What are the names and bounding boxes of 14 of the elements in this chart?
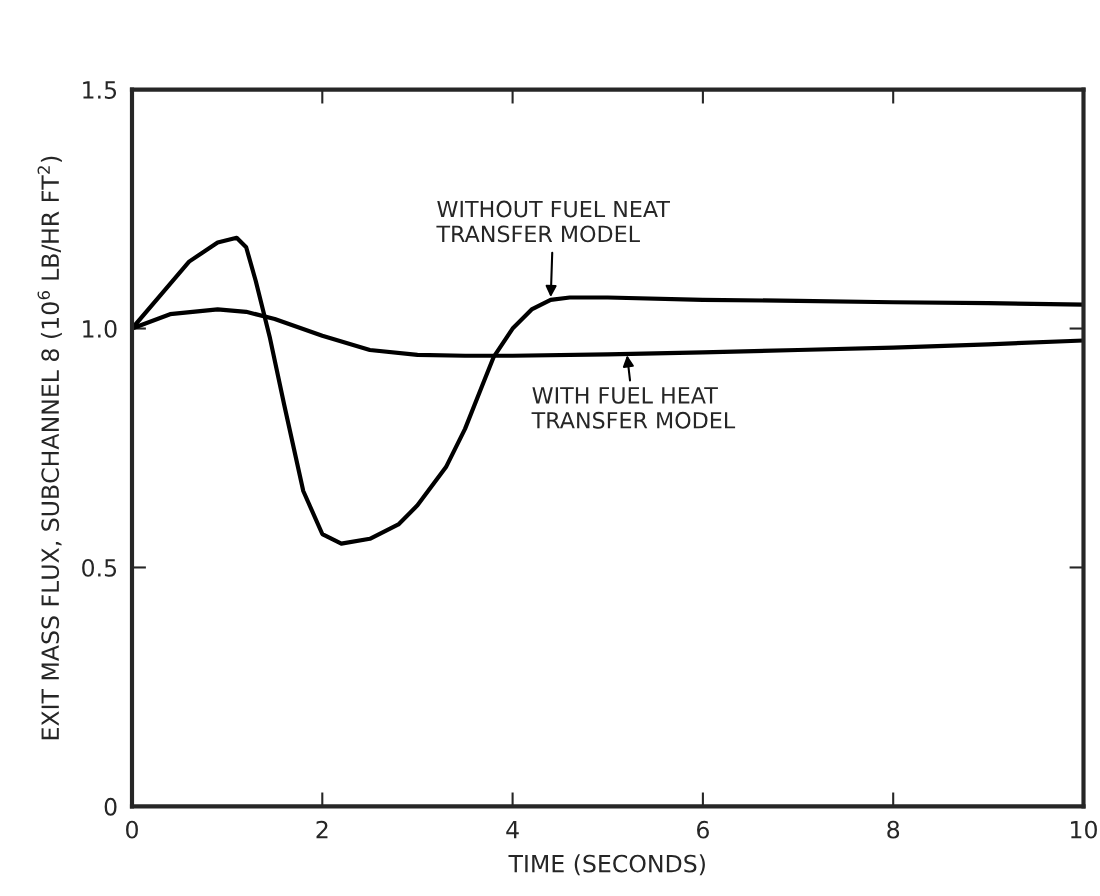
x-tick-label: 0 [126, 820, 138, 839]
y-tick-label: 0.5 [82, 558, 117, 577]
x-tick-label: 6 [697, 820, 709, 839]
x-tick-label: 4 [506, 821, 519, 839]
y-tick-label: 1.0 [83, 319, 117, 338]
y-axis-title: EXIT MASS FLUX, SUBCHANNEL 8 (10$^{6}$ LB/HR FT$^{2}$) [37, 156, 62, 740]
y-tick-label: 1.5 [83, 81, 117, 99]
annotation: WITHOUT FUEL NEAT TRANSFER MODEL [436, 200, 670, 243]
y-tick-label: 0 [104, 797, 117, 816]
x-tick-label: 8 [887, 820, 900, 839]
annotation: WITH FUEL HEAT TRANSFER MODEL [531, 387, 736, 429]
x-axis-title: TIME (SECONDS) [508, 854, 705, 876]
x-tick-label: 10 [1071, 820, 1097, 839]
x-tick-label: 2 [316, 820, 328, 839]
